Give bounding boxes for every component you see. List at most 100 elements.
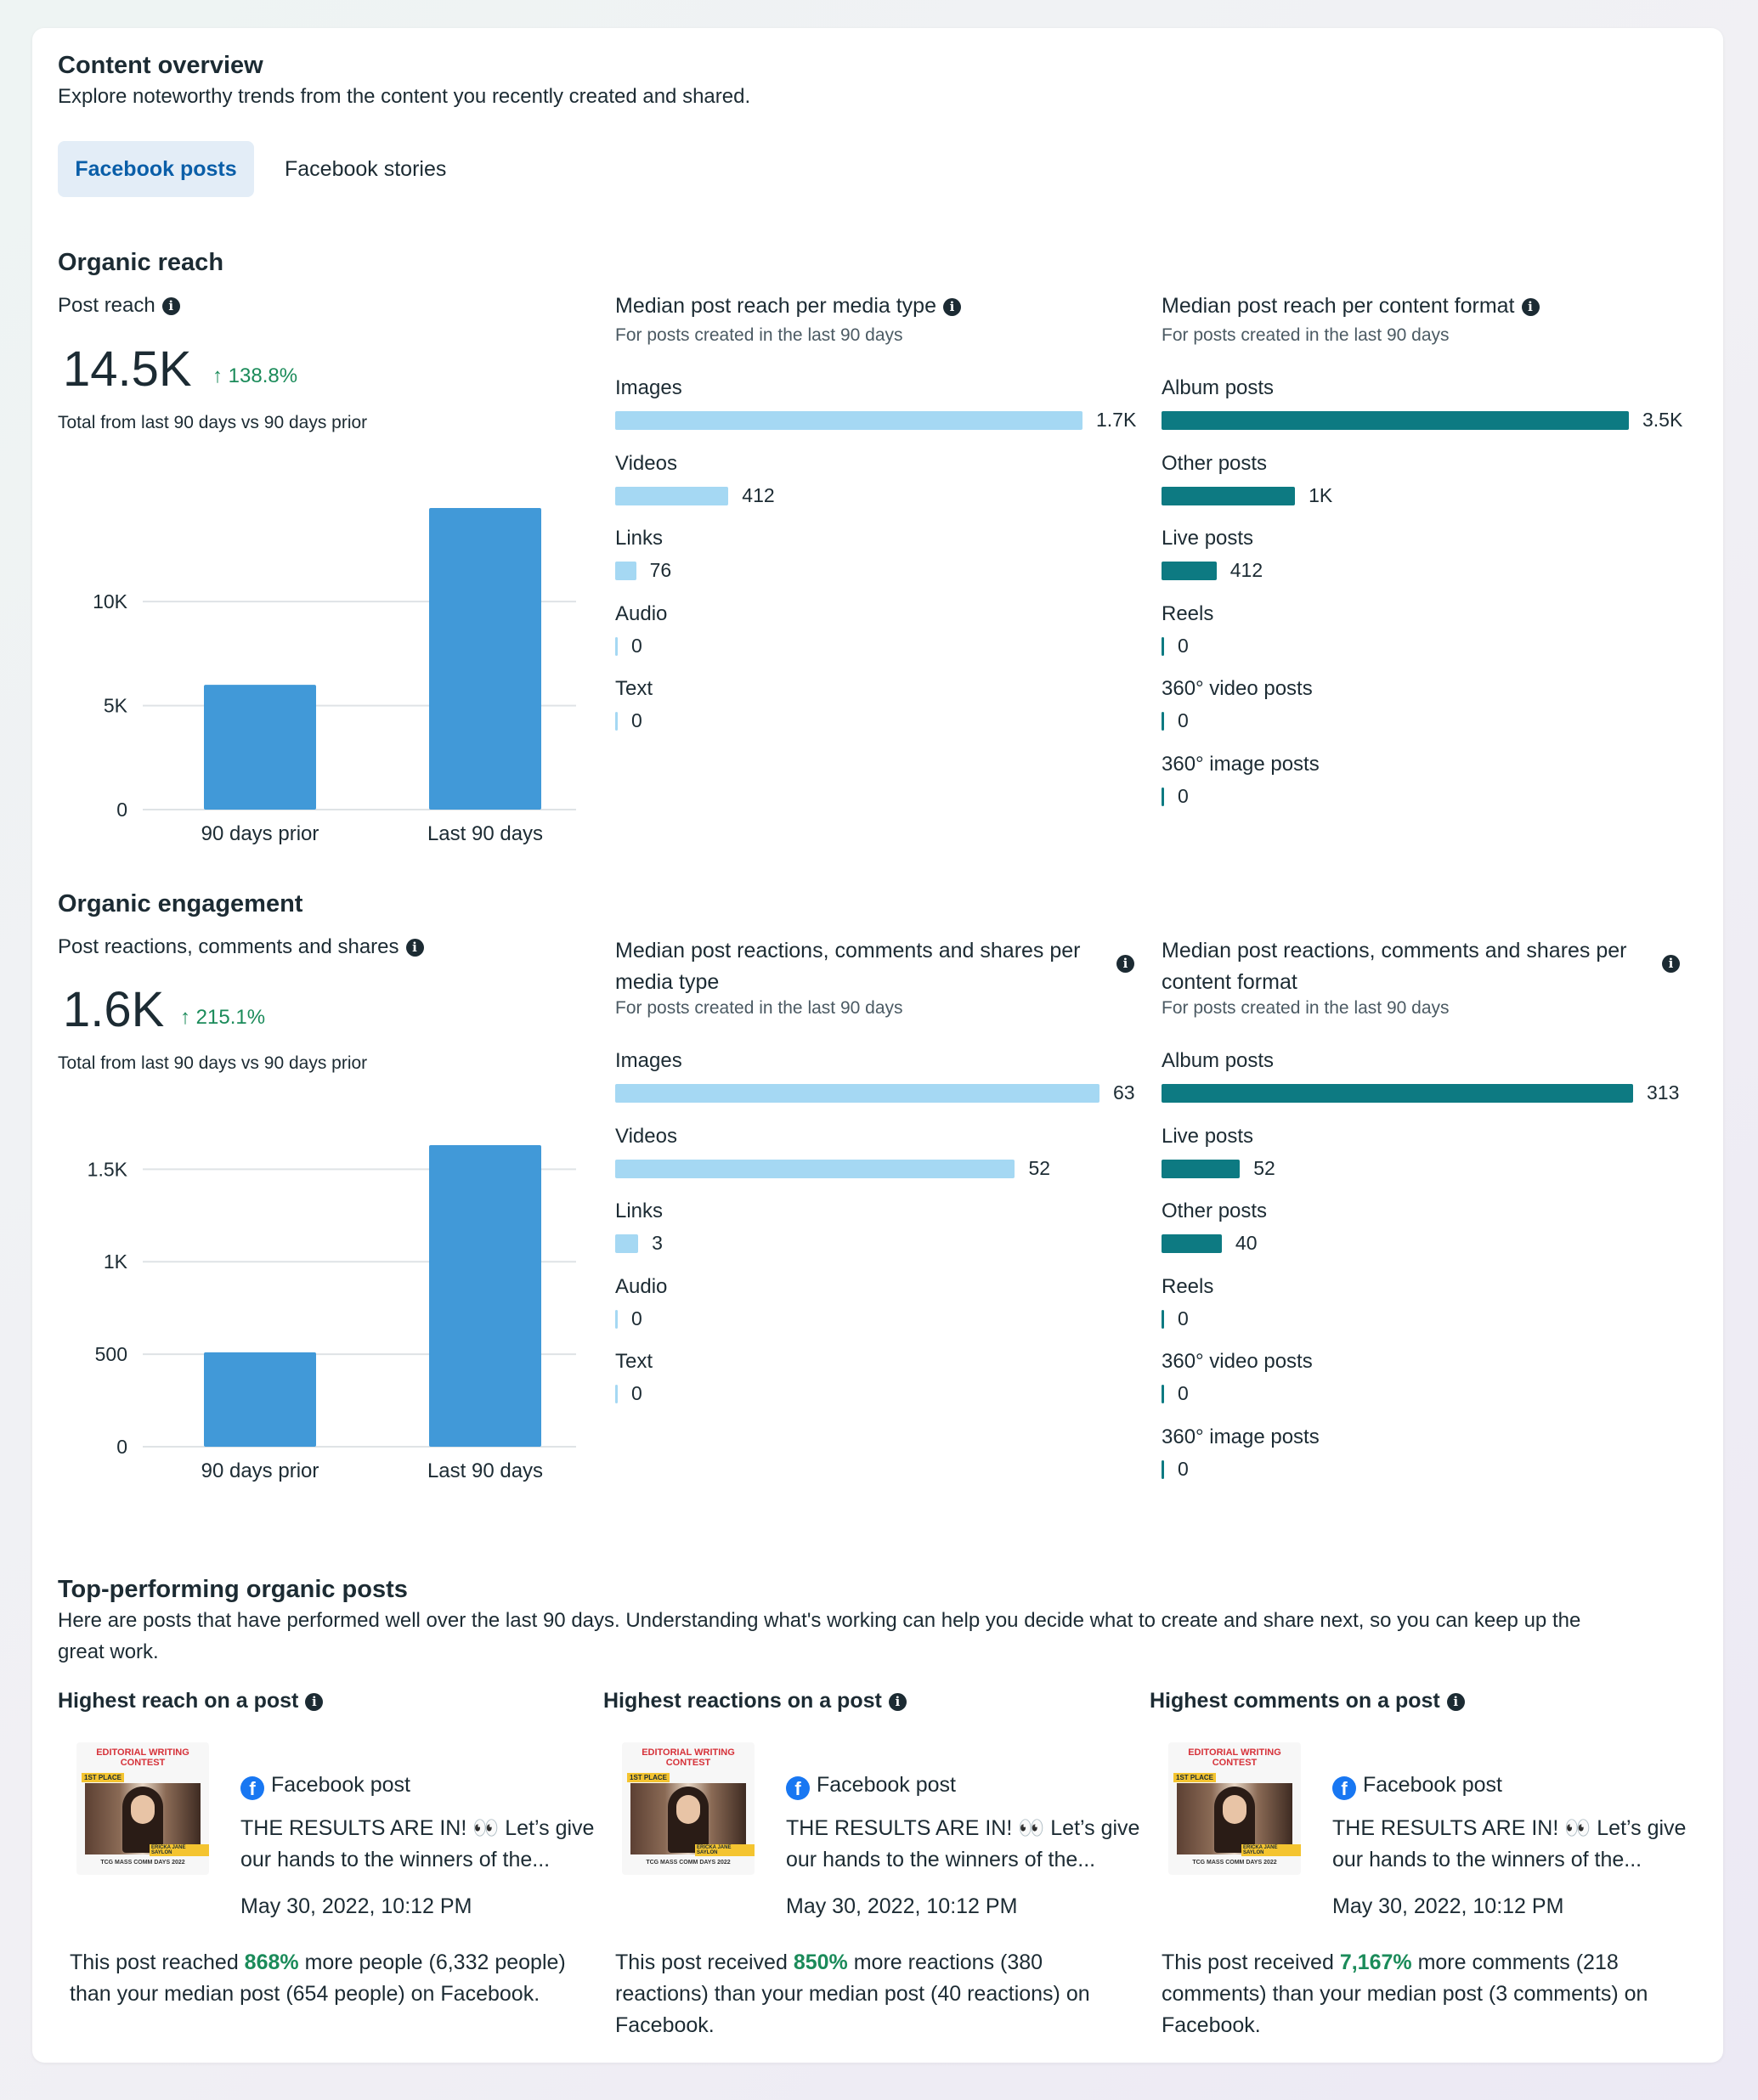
bar[interactable] (1162, 486, 1296, 505)
post-thumbnail[interactable]: EDITORIAL WRITING CONTEST 1ST PLACE ERICK… (76, 1742, 209, 1875)
bar[interactable] (615, 1385, 618, 1403)
post-date: May 30, 2022, 10:12 PM (786, 1894, 1018, 1918)
y-tick-label: 1.5K (88, 1158, 128, 1180)
info-icon[interactable]: i (405, 939, 424, 957)
bar[interactable] (615, 411, 1082, 430)
bar[interactable] (1162, 1084, 1633, 1103)
thumb-name: ERICKA JANE SAYLON (695, 1844, 755, 1856)
bar[interactable] (1162, 1459, 1164, 1479)
tab-facebook-stories[interactable]: Facebook stories (285, 156, 447, 181)
info-icon[interactable]: i (943, 298, 961, 316)
summary-percent: 868% (244, 1950, 299, 1974)
bar-value-label: 3.5K (1642, 409, 1683, 431)
bar-category-label: Album posts (1162, 1049, 1275, 1072)
engagement-format-title: Median post reactions, comments and shar… (1162, 935, 1627, 998)
top-post-heading: Highest comments on a post i (1150, 1689, 1465, 1713)
bar[interactable] (615, 486, 729, 505)
bar[interactable] (1162, 712, 1164, 731)
page-title: Content overview (58, 52, 263, 79)
post-source-text: Facebook post (1363, 1773, 1502, 1797)
post-source: f Facebook post (1332, 1773, 1502, 1800)
bar[interactable] (1162, 562, 1217, 580)
bar[interactable] (1162, 1309, 1164, 1329)
thumb-person-face (1223, 1795, 1246, 1824)
post-source: f Facebook post (240, 1773, 410, 1800)
reach-format-title-text: Median post reach per content format (1162, 294, 1515, 318)
bar-category-label: 360° image posts (1162, 752, 1320, 776)
summary-post: more people (6,332 people) (298, 1950, 566, 1974)
reach-format-chart: Album posts 3.5K Other posts 1K Live posts 41… (1162, 376, 1705, 852)
engagement-metric-label: Post reactions, comments and shares i (58, 935, 424, 959)
bar[interactable] (1162, 1159, 1241, 1178)
facebook-icon: f (240, 1776, 264, 1800)
bar[interactable] (429, 1145, 541, 1447)
bar-value-label: 0 (631, 709, 642, 731)
post-reach-label-text: Post reach (58, 294, 155, 317)
top-posts-title: Top-performing organic posts (58, 1576, 408, 1603)
bar[interactable] (204, 1352, 316, 1447)
bar[interactable] (615, 1309, 618, 1329)
bar-category-label: 360° video posts (1162, 1350, 1313, 1373)
bar-value-label: 313 (1647, 1081, 1680, 1104)
bar[interactable] (615, 562, 636, 580)
bar[interactable] (615, 1159, 1015, 1178)
bar[interactable] (615, 636, 618, 656)
bar-value-label: 0 (1178, 784, 1189, 807)
bar-category-label: Other posts (1162, 451, 1268, 475)
summary-percent: 7,167% (1339, 1950, 1412, 1974)
post-text-line1: THE RESULTS ARE IN! 👀 Let’s give (1332, 1816, 1687, 1840)
top-post-heading-text: Highest reach on a post (58, 1689, 299, 1713)
info-icon[interactable]: i (888, 1693, 907, 1711)
bar[interactable] (615, 712, 618, 731)
post-date: May 30, 2022, 10:12 PM (1332, 1894, 1564, 1918)
bar-category-label: Videos (615, 451, 677, 475)
bar[interactable] (1162, 787, 1164, 806)
post-summary: This post received 850% more reactions (… (615, 1947, 1090, 2041)
post-summary-line2: comments) than your median post (3 comme… (1162, 1982, 1648, 2006)
bar-value-label: 52 (1028, 1156, 1051, 1179)
y-tick-label: 1K (104, 1250, 128, 1273)
info-icon[interactable]: i (161, 297, 180, 315)
post-text[interactable]: THE RESULTS ARE IN! 👀 Let’s give our han… (1332, 1813, 1686, 1876)
bar-value-label: 40 (1235, 1232, 1258, 1254)
info-icon[interactable]: i (305, 1693, 324, 1711)
bar-category-label: Images (615, 1049, 682, 1072)
bar[interactable] (1162, 636, 1164, 656)
x-tick-label: 90 days prior (201, 822, 319, 845)
bar[interactable] (1162, 1234, 1222, 1253)
post-summary-line2: than your median post (654 people) on Fa… (70, 1982, 540, 2006)
thumb-person-face (131, 1795, 155, 1824)
post-thumbnail[interactable]: EDITORIAL WRITING CONTEST 1ST PLACE ERICK… (1168, 1742, 1301, 1875)
engagement-format-title-line1: Median post reactions, comments and shar… (1162, 939, 1627, 962)
bar-category-label: Links (615, 1200, 664, 1222)
post-text[interactable]: THE RESULTS ARE IN! 👀 Let’s give our han… (240, 1813, 594, 1876)
bar[interactable] (204, 685, 316, 810)
info-icon[interactable]: i (1446, 1693, 1465, 1711)
bar-value-label: 412 (1229, 559, 1263, 581)
bar-value-label: 3 (652, 1232, 663, 1254)
post-reach-label: Post reach i (58, 294, 180, 318)
post-date: May 30, 2022, 10:12 PM (240, 1894, 472, 1918)
tab-facebook-posts[interactable]: Facebook posts (58, 141, 254, 197)
post-text[interactable]: THE RESULTS ARE IN! 👀 Let’s give our han… (786, 1813, 1139, 1876)
info-icon[interactable]: i (1116, 955, 1134, 973)
post-thumbnail[interactable]: EDITORIAL WRITING CONTEST 1ST PLACE ERICK… (622, 1742, 755, 1875)
bar-category-label: Text (615, 677, 653, 700)
y-tick-label: 0 (116, 799, 127, 821)
bar[interactable] (615, 1084, 1099, 1103)
thumb-footer: TCG MASS COMM DAYS 2022 (646, 1860, 731, 1866)
bar-value-label: 63 (1113, 1081, 1135, 1104)
post-summary-line1: This post received 850% more reactions (… (615, 1947, 1090, 1979)
info-icon[interactable]: i (1662, 955, 1680, 973)
x-tick-label: Last 90 days (427, 822, 543, 845)
content-overview-card: Content overview Explore noteworthy tren… (32, 28, 1723, 2063)
bar[interactable] (1162, 1385, 1164, 1403)
bar[interactable] (1162, 411, 1629, 430)
bar-value-label: 1K (1309, 483, 1333, 506)
bar-category-label: Videos (615, 1124, 677, 1148)
bar[interactable] (429, 508, 541, 810)
bar-category-label: 360° video posts (1162, 677, 1313, 700)
summary-percent: 850% (793, 1950, 848, 1974)
info-icon[interactable]: i (1521, 298, 1540, 316)
bar[interactable] (615, 1234, 639, 1253)
